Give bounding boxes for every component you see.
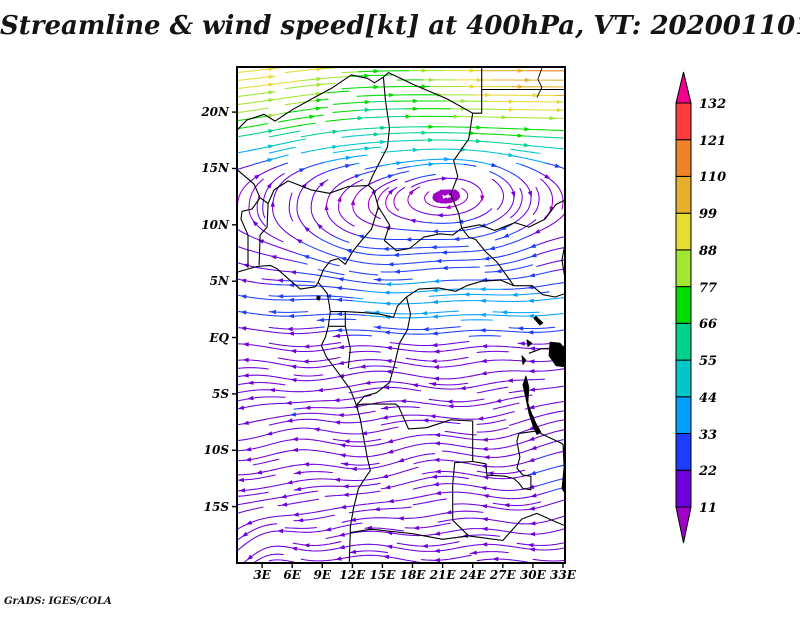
x-tick-label: 9E <box>313 568 332 582</box>
country-borders-layer <box>237 67 565 563</box>
country-border <box>240 197 261 268</box>
x-tick-label: 6E <box>283 568 301 582</box>
country-border <box>355 296 412 406</box>
page-title: Streamline & wind speed[kt] at 400hPa, V… <box>0 11 800 41</box>
x-tick-label: 21E <box>429 568 456 582</box>
country-border <box>258 197 269 266</box>
y-tick-label: 10S <box>203 443 229 458</box>
colorbar-segment <box>675 212 692 251</box>
colorbar-label: 132 <box>699 97 727 112</box>
x-tick-label: 30E <box>519 568 546 582</box>
colorbar-segment <box>675 286 692 324</box>
colorbar-bottom-arrow <box>675 506 692 544</box>
country-border <box>237 264 371 563</box>
lake <box>526 339 533 347</box>
streamlines-layer <box>237 67 565 563</box>
country-border <box>367 77 391 186</box>
lake <box>522 375 542 435</box>
colorbar-label: 55 <box>699 354 718 370</box>
colorbar-label: 44 <box>699 390 718 406</box>
y-tick-label: 20N <box>201 105 229 120</box>
y-tick-label: 5N <box>209 274 229 289</box>
country-border <box>452 460 565 542</box>
country-border <box>267 180 369 204</box>
country-border <box>406 279 515 298</box>
country-border <box>528 348 550 354</box>
colorbar-segment <box>675 102 692 141</box>
x-tick-label: 3E <box>253 568 271 582</box>
x-tick-label: 24E <box>459 568 486 582</box>
lake <box>521 355 527 365</box>
country-border <box>328 311 346 327</box>
y-tick-label: 15S <box>203 499 229 514</box>
country-border <box>356 403 474 462</box>
colorbar-label: 11 <box>699 501 718 516</box>
colorbar-segment <box>675 249 692 288</box>
country-border <box>317 184 379 283</box>
country-border <box>237 169 261 199</box>
colorbar-segment <box>675 359 692 398</box>
colorbar-label: 110 <box>699 170 727 186</box>
lake <box>316 295 321 301</box>
country-border <box>535 430 565 448</box>
x-tick-label: 15E <box>369 568 396 582</box>
country-border <box>350 528 469 540</box>
grads-watermark: GrADS: IGES/COLA <box>4 596 112 607</box>
x-tick-label: 12E <box>339 568 366 582</box>
colorbar-segment <box>675 396 692 434</box>
y-tick-label: 15N <box>201 161 229 176</box>
colorbar-segment <box>675 139 692 177</box>
country-border <box>237 72 473 131</box>
country-border <box>344 326 351 369</box>
country-border <box>377 206 463 252</box>
country-border <box>345 296 407 318</box>
x-tick-label: 18E <box>399 568 426 582</box>
colorbar-label: 22 <box>699 464 718 480</box>
y-tick-label: 10N <box>201 217 229 232</box>
country-border <box>513 285 565 298</box>
country-border <box>472 430 536 491</box>
country-border <box>461 199 565 232</box>
lake <box>533 315 544 326</box>
map-frame <box>236 66 566 564</box>
colorbar <box>675 71 692 544</box>
river <box>536 67 543 98</box>
colorbar-segment <box>675 469 692 508</box>
x-tick-label: 33E <box>550 568 576 582</box>
colorbar-label: 77 <box>699 280 718 296</box>
colorbar-label: 99 <box>699 207 718 223</box>
lake <box>548 341 565 368</box>
country-border <box>472 89 483 114</box>
colorbar-segment <box>675 433 692 471</box>
x-tick-label: 27E <box>489 568 516 582</box>
colorbar-segment <box>675 176 692 214</box>
y-tick-label: 5S <box>211 386 229 401</box>
colorbar-label: 121 <box>699 133 727 149</box>
y-tick-label: EQ <box>209 330 229 345</box>
colorbar-segment <box>675 322 692 361</box>
colorbar-top-arrow <box>675 71 692 104</box>
colorbar-label: 88 <box>699 243 718 259</box>
colorbar-label: 66 <box>699 317 718 333</box>
colorbar-label: 33 <box>699 427 718 443</box>
